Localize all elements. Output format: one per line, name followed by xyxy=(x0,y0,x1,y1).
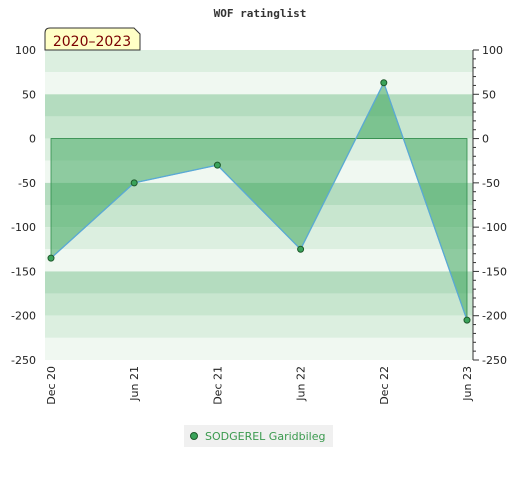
data-points xyxy=(47,79,471,324)
y-tick-label-right: -100 xyxy=(482,221,507,234)
x-axis: Dec 20 Jun 21 Dec 21 Jun 22 Dec 22 Jun 23 xyxy=(45,366,474,405)
y-tick-label-left: -50 xyxy=(18,177,36,190)
y-tick-label-right: -50 xyxy=(482,177,500,190)
background-band xyxy=(45,271,473,294)
y-tick-label-left: -150 xyxy=(11,265,36,278)
y-tick-label-right: 50 xyxy=(482,88,496,101)
background-band xyxy=(45,50,473,73)
period-badge-label: 2020–2023 xyxy=(53,34,131,50)
y-tick-label-left: -100 xyxy=(11,221,36,234)
data-point xyxy=(380,79,388,87)
legend-label: SODGEREL Garidbileg xyxy=(205,429,326,443)
y-tick-label-left: -250 xyxy=(11,354,36,367)
y-tick-label-right: -200 xyxy=(482,310,507,323)
background-band xyxy=(45,94,473,117)
background-band xyxy=(45,205,473,228)
y-tick-label-right: 100 xyxy=(482,44,503,57)
y-axis-left: 100 50 0 -50 -100 -150 -200 -250 xyxy=(11,44,36,367)
background-band xyxy=(45,249,473,272)
background-band xyxy=(45,116,473,139)
y-tick-label-left: -200 xyxy=(11,310,36,323)
x-tick-label: Dec 21 xyxy=(211,366,224,405)
y-tick-label-right: -250 xyxy=(482,354,507,367)
data-point xyxy=(213,161,221,169)
legend[interactable]: SODGEREL Garidbileg xyxy=(184,425,334,447)
x-tick-label: Dec 22 xyxy=(378,366,391,405)
data-point xyxy=(463,316,471,324)
data-point xyxy=(47,254,55,262)
legend-marker-icon xyxy=(190,432,198,440)
background-band xyxy=(45,315,473,338)
data-point xyxy=(130,179,138,187)
x-tick-label: Jun 23 xyxy=(461,366,474,402)
background-band xyxy=(45,227,473,250)
y-tick-label-left: 50 xyxy=(22,88,36,101)
x-tick-label: Jun 21 xyxy=(128,366,141,402)
period-badge: 2020–2023 xyxy=(44,27,141,51)
data-point xyxy=(297,245,305,253)
x-tick-label: Dec 20 xyxy=(45,366,58,405)
y-tick-label-left: 100 xyxy=(15,44,36,57)
background-band xyxy=(45,337,473,360)
y-tick-label-right: 0 xyxy=(482,133,489,146)
background-band xyxy=(45,72,473,95)
y-tick-label-right: -150 xyxy=(482,265,507,278)
chart-title: WOF ratinglist xyxy=(214,7,307,20)
y-axis-right: 100 50 0 -50 -100 -150 -200 -250 xyxy=(472,44,507,367)
background-band xyxy=(45,293,473,316)
series-line xyxy=(50,81,468,321)
y-tick-label-left: 0 xyxy=(29,133,36,146)
x-tick-label: Jun 22 xyxy=(295,366,308,402)
